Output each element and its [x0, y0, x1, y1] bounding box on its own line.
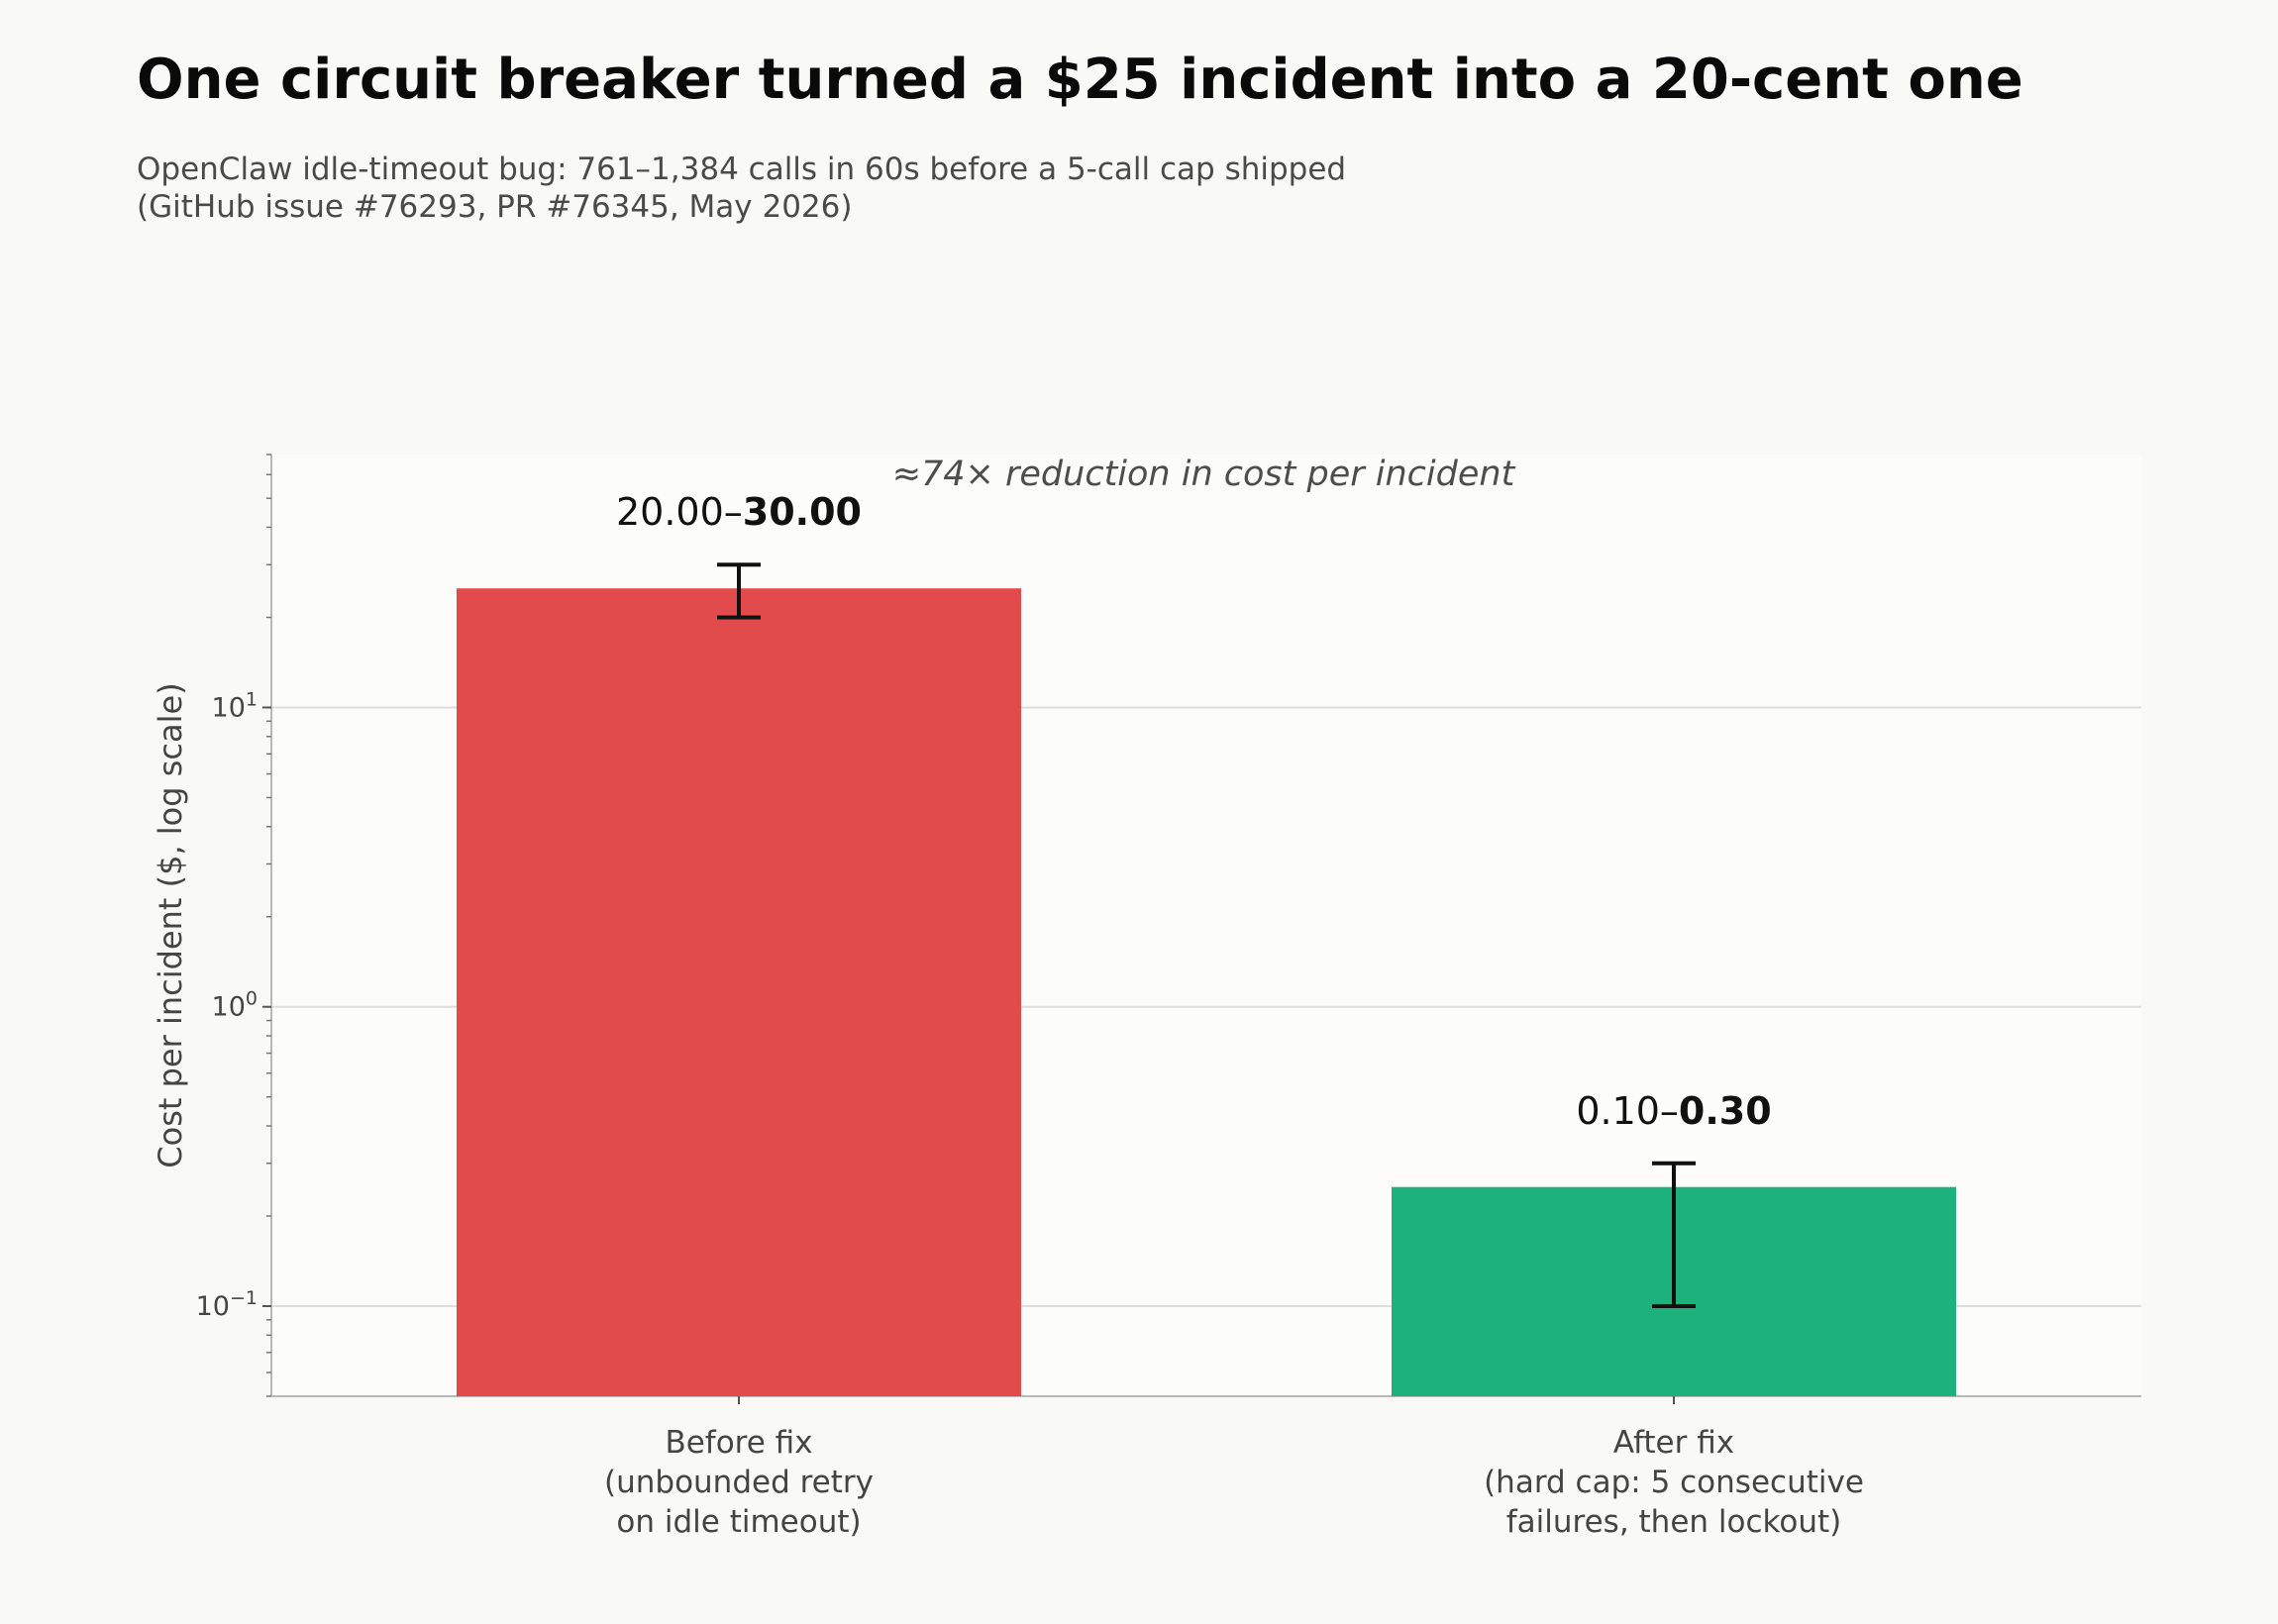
x-category-label: failures, then lockout): [1506, 1504, 1842, 1540]
y-tick-label: 10−1: [196, 1287, 258, 1322]
x-category-label: After fix: [1613, 1425, 1734, 1461]
page-title: One circuit breaker turned a $25 inciden…: [137, 48, 2023, 112]
y-tick-label: 101: [212, 688, 258, 723]
x-category-label: (unbounded retry: [604, 1465, 874, 1500]
x-category-label: on idle timeout): [616, 1504, 861, 1540]
y-tick-exponent: 1: [246, 688, 258, 710]
y-tick-exponent: 0: [246, 988, 258, 1010]
data-label-low: 0.10–: [1576, 1089, 1679, 1133]
y-tick-exponent: −1: [230, 1287, 258, 1309]
y-tick-base: 10: [212, 692, 246, 723]
reduction-annotation: ≈74× reduction in cost per incident: [892, 455, 1516, 494]
x-category-label: (hard cap: 5 consecutive: [1484, 1465, 1864, 1500]
data-label-2: 0.10–0.30: [1576, 1089, 1771, 1133]
y-tick-base: 10: [212, 992, 246, 1023]
bar-1: [457, 588, 1021, 1396]
y-tick-label: 100: [212, 988, 258, 1023]
subtitle-line-2: (GitHub issue #76293, PR #76345, May 202…: [137, 189, 853, 225]
y-axis-label: Cost per incident ($, log scale): [152, 682, 189, 1167]
data-label-1: 20.00–30.00: [616, 490, 862, 534]
y-tick-base: 10: [196, 1291, 230, 1322]
data-label-high: 30.00: [743, 490, 862, 534]
data-label-high: 0.30: [1679, 1089, 1772, 1133]
subtitle: OpenClaw idle-timeout bug: 761–1,384 cal…: [137, 151, 1346, 226]
subtitle-line-1: OpenClaw idle-timeout bug: 761–1,384 cal…: [137, 152, 1347, 187]
data-label-low: 20.00–: [616, 490, 743, 534]
x-category-label: Before fix: [665, 1425, 812, 1461]
